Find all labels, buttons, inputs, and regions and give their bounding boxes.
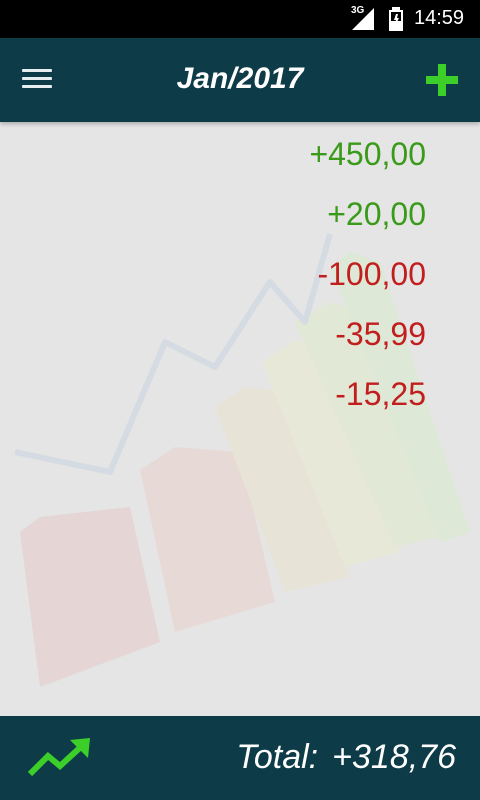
background-chart-illustration bbox=[14, 233, 470, 687]
status-bar: 3G 14:59 bbox=[0, 0, 480, 38]
transaction-amount[interactable]: +450,00 bbox=[309, 136, 426, 172]
status-clock: 14:59 bbox=[414, 7, 465, 29]
transaction-amount[interactable]: -100,00 bbox=[317, 256, 426, 292]
transaction-amount[interactable]: +20,00 bbox=[327, 196, 426, 232]
transaction-amount[interactable]: -35,99 bbox=[335, 316, 426, 352]
transaction-amount[interactable]: -15,25 bbox=[335, 376, 426, 412]
hamburger-menu-icon bbox=[22, 69, 62, 88]
battery-icon bbox=[389, 7, 403, 31]
plus-icon bbox=[426, 64, 458, 96]
footer-bar: Total: +318,76 bbox=[0, 716, 480, 800]
app-bar: Jan/2017 bbox=[0, 38, 480, 122]
trending-up-icon[interactable] bbox=[26, 738, 92, 778]
total-display: Total: +318,76 bbox=[236, 738, 456, 777]
total-label: Total: bbox=[236, 738, 319, 776]
add-transaction-button[interactable] bbox=[420, 58, 464, 102]
month-title[interactable]: Jan/2017 bbox=[176, 62, 304, 95]
total-value: +318,76 bbox=[332, 738, 456, 776]
transactions-area: +450,00 +20,00 -100,00 -35,99 -15,25 bbox=[0, 122, 480, 716]
network-type-label: 3G bbox=[351, 5, 365, 16]
menu-button[interactable] bbox=[22, 64, 62, 96]
transaction-list: +450,00 +20,00 -100,00 -35,99 -15,25 bbox=[309, 132, 426, 432]
signal-icon bbox=[352, 8, 374, 30]
